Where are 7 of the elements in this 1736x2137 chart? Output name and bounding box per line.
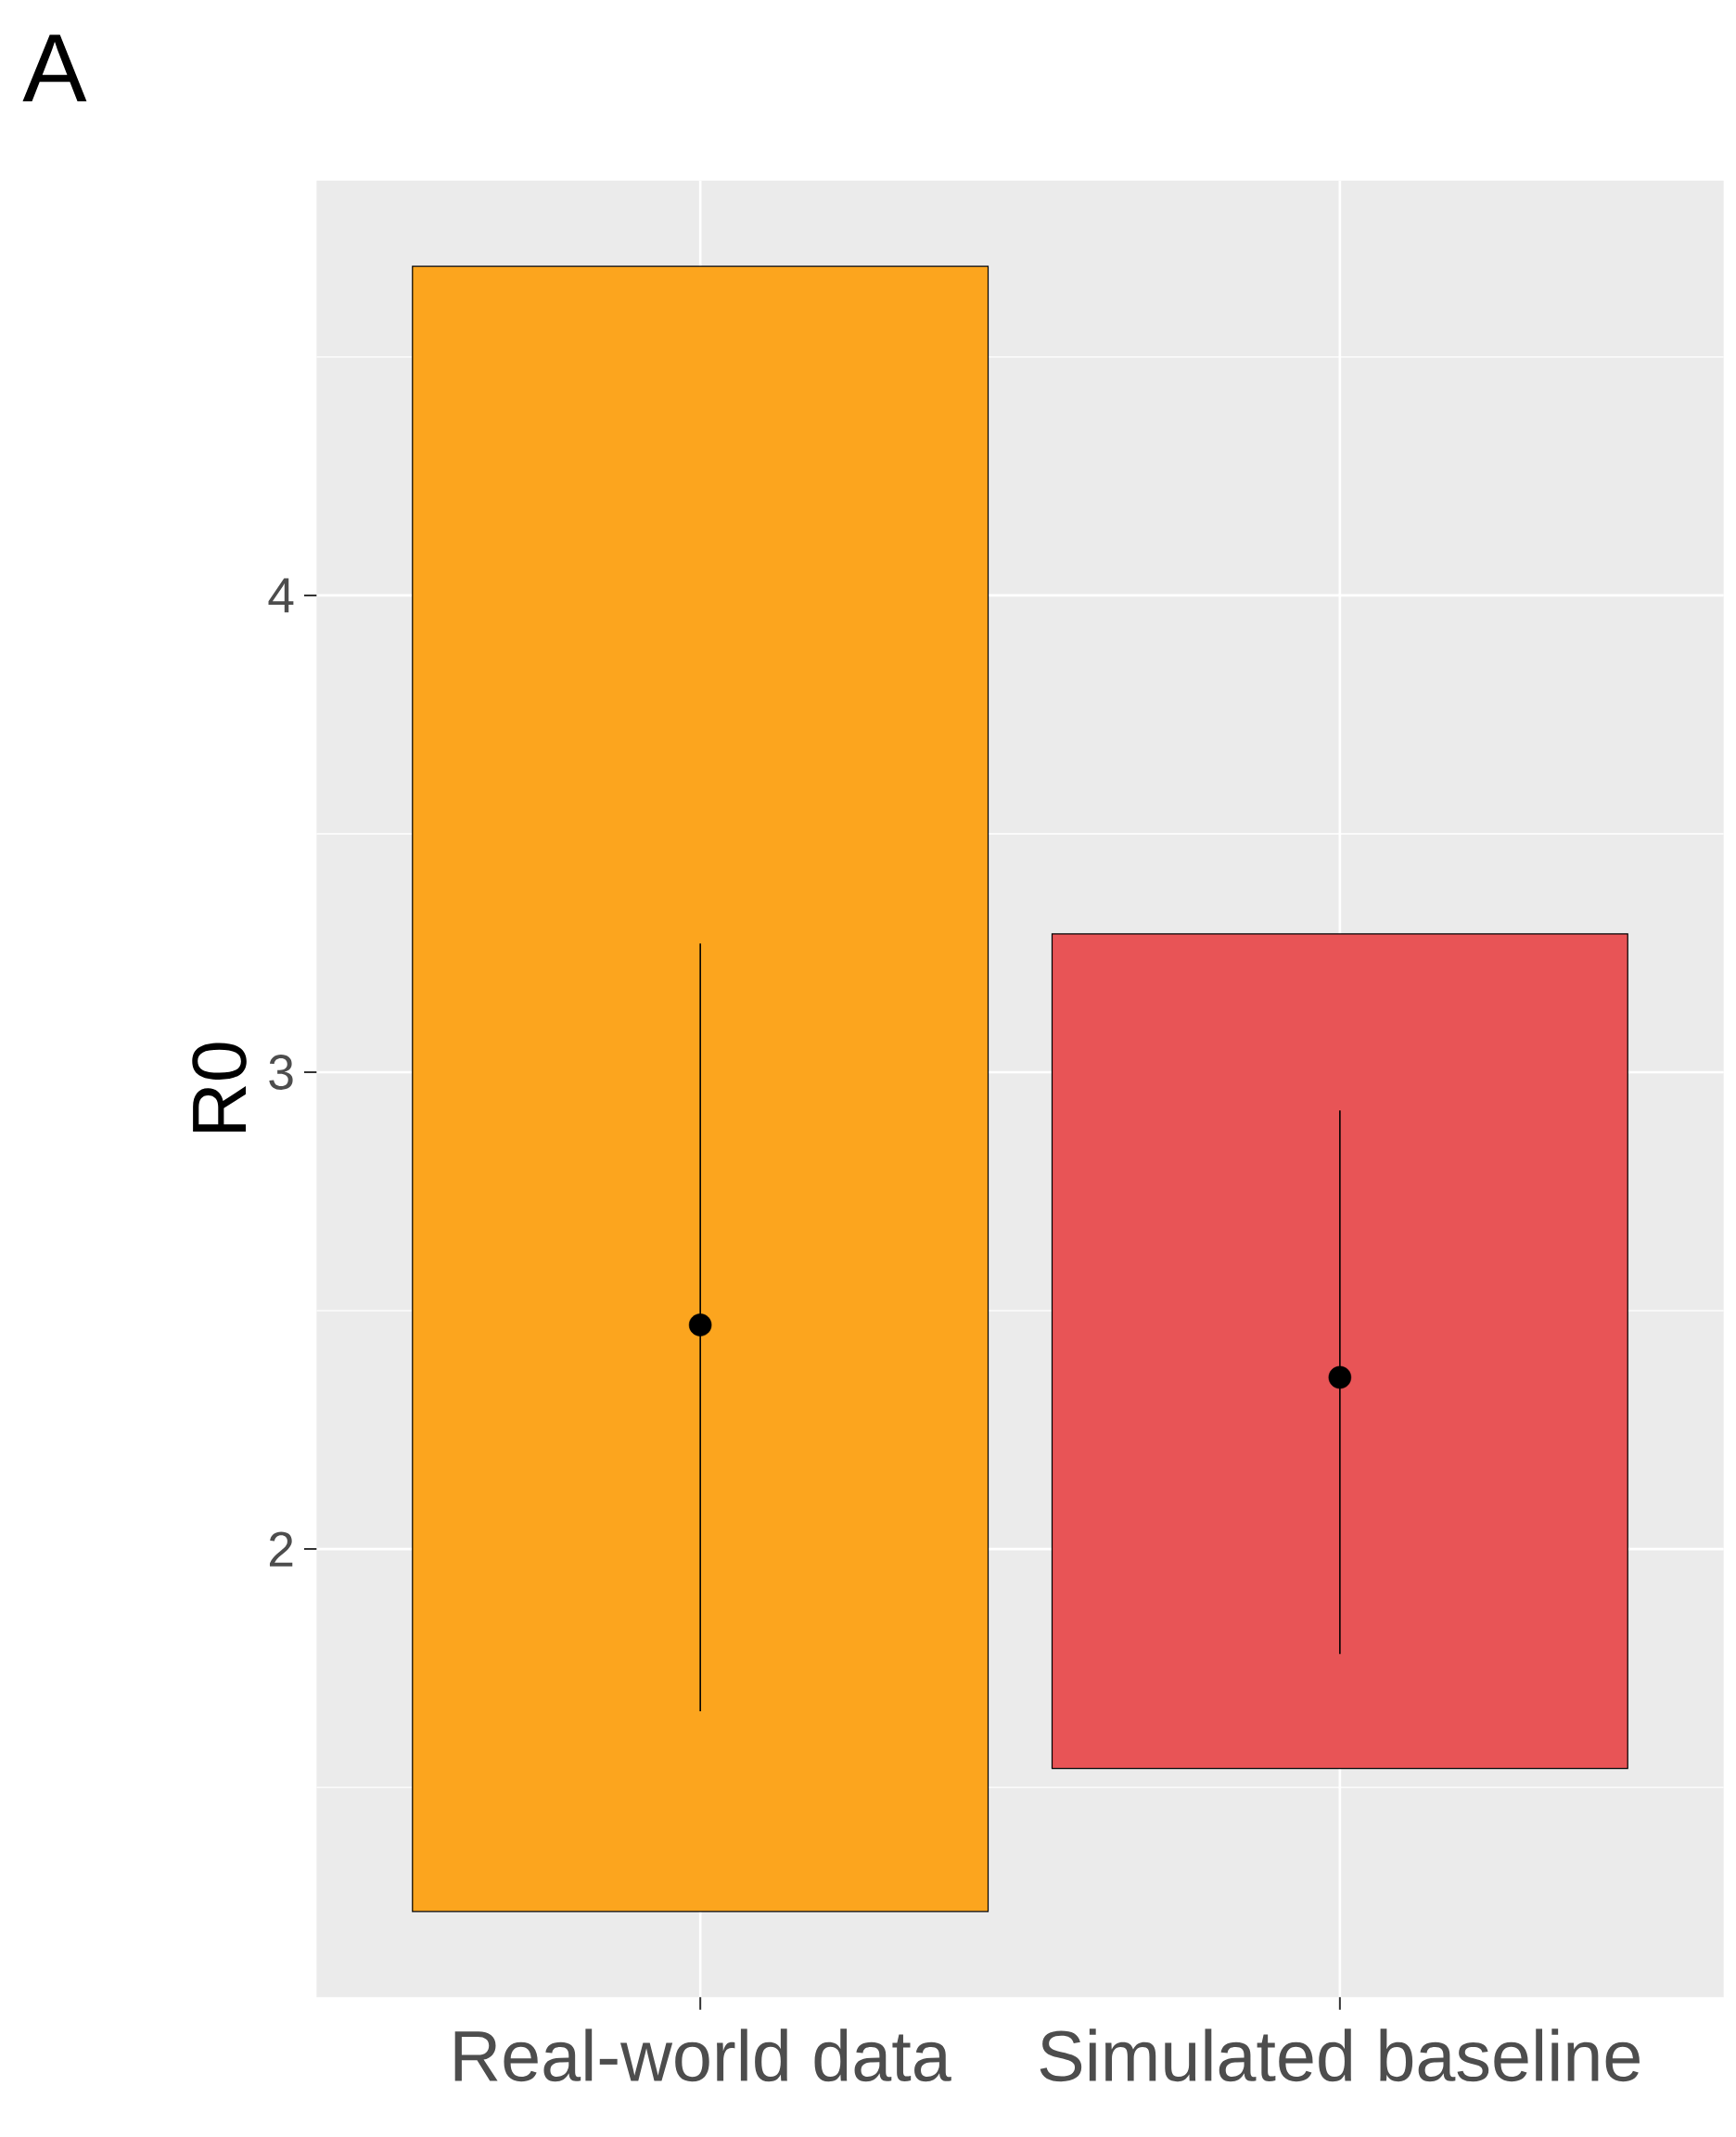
x-tick-label: Real-world data: [454, 2028, 951, 2082]
y-tick-label: 3: [269, 1055, 293, 1090]
y-axis-title: R0: [192, 1043, 247, 1132]
chart-title: A: [22, 34, 87, 102]
x-tick-label: Simulated baseline: [1040, 2028, 1640, 2082]
y-tick-label: 2: [269, 1531, 293, 1567]
y-tick-label: 4: [268, 578, 294, 613]
